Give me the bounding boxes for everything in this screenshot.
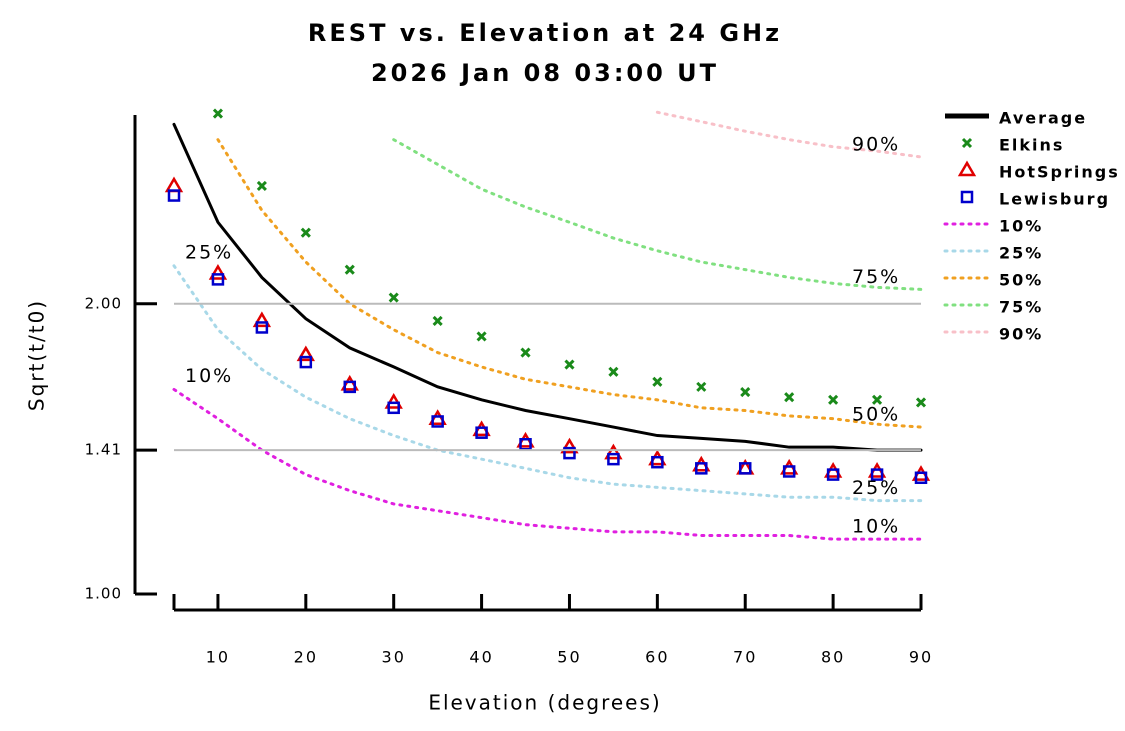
- marker-x: [696, 381, 707, 392]
- legend-label: 10%: [999, 217, 1043, 236]
- legend-marker: [961, 137, 973, 149]
- marker-square: [914, 471, 928, 485]
- x-tick-label: 50: [557, 648, 581, 667]
- marker-square: [431, 415, 444, 428]
- x-tick-label: 90: [909, 648, 933, 667]
- marker-square: [167, 189, 181, 202]
- marker-triangle: [604, 443, 623, 460]
- chart-subtitle: 2026 Jan 08 03:00 UT: [371, 59, 719, 87]
- marker-triangle: [296, 345, 316, 362]
- marker-triangle: [252, 311, 272, 328]
- dotted-line: [392, 138, 923, 291]
- marker-x: [915, 397, 927, 408]
- curve-label: 50%: [852, 404, 900, 426]
- marker-square: [255, 321, 269, 334]
- marker-square: [782, 465, 796, 478]
- x-axis-label: Elevation (degrees): [428, 691, 661, 715]
- marker-x: [432, 315, 443, 326]
- curve-label: 25%: [185, 241, 233, 263]
- legend-label: Average: [999, 109, 1087, 128]
- marker-square: [826, 468, 840, 481]
- marker-square: [343, 380, 357, 394]
- legend-marker: [957, 160, 977, 177]
- marker-square: [738, 462, 752, 475]
- x-tick-label: 20: [294, 648, 318, 667]
- line: [172, 122, 923, 452]
- marker-x: [564, 359, 575, 370]
- y-tick-label: 2.00: [85, 294, 122, 312]
- marker-x: [212, 108, 224, 119]
- marker-x: [300, 227, 311, 238]
- marker-x: [740, 386, 751, 398]
- x-tick-label: 80: [821, 648, 845, 667]
- marker-square: [607, 452, 620, 466]
- marker-square: [299, 355, 313, 369]
- legend-label: 50%: [999, 271, 1043, 290]
- y-tick-label: 1.00: [85, 585, 122, 603]
- x-tick-label: 70: [733, 648, 757, 667]
- dotted-line: [216, 138, 923, 429]
- marker-square: [563, 446, 576, 460]
- curve-label: 10%: [185, 365, 233, 387]
- marker-triangle: [340, 374, 359, 391]
- dotted-line: [655, 110, 923, 159]
- curve-label: 75%: [852, 266, 900, 288]
- legend-label: HotSprings: [999, 163, 1120, 182]
- x-tick-label: 40: [469, 648, 493, 667]
- curve-label: 10%: [852, 516, 900, 538]
- marker-square: [211, 273, 225, 286]
- marker-triangle: [164, 176, 184, 193]
- x-tick-label: 60: [645, 648, 669, 667]
- marker-square: [475, 426, 488, 439]
- marker-x: [476, 331, 487, 342]
- marker-square: [695, 462, 708, 475]
- chart-title: REST vs. Elevation at 24 GHz: [308, 19, 782, 47]
- legend-label: 90%: [999, 325, 1043, 344]
- marker-x: [388, 292, 399, 303]
- y-axis-label: Sqrt(t/t0): [25, 299, 49, 411]
- marker-triangle: [560, 437, 579, 454]
- marker-x: [256, 180, 267, 192]
- marker-triangle: [208, 264, 228, 280]
- x-tick-label: 30: [382, 648, 406, 667]
- legend-label: Elkins: [999, 136, 1064, 155]
- curve-label: 90%: [852, 133, 900, 155]
- legend-label: 25%: [999, 244, 1043, 263]
- marker-square: [387, 401, 400, 415]
- marker-x: [608, 366, 619, 377]
- legend-label: Lewisburg: [999, 190, 1110, 209]
- marker-x: [344, 264, 355, 275]
- marker-square: [870, 468, 884, 481]
- marker-x: [871, 394, 883, 405]
- legend-label: 75%: [999, 298, 1043, 317]
- dotted-line: [172, 387, 923, 541]
- y-tick-label: 1.41: [85, 441, 122, 459]
- marker-square: [651, 455, 664, 469]
- x-tick-label: 10: [206, 648, 230, 667]
- plot-area: [164, 108, 931, 541]
- marker-x: [784, 392, 795, 403]
- marker-x: [828, 394, 839, 405]
- curve-label: 25%: [852, 477, 900, 499]
- marker-triangle: [384, 393, 403, 409]
- legend-marker: [960, 190, 974, 204]
- marker-x: [520, 347, 531, 358]
- dotted-line: [172, 264, 923, 503]
- marker-x: [652, 376, 663, 387]
